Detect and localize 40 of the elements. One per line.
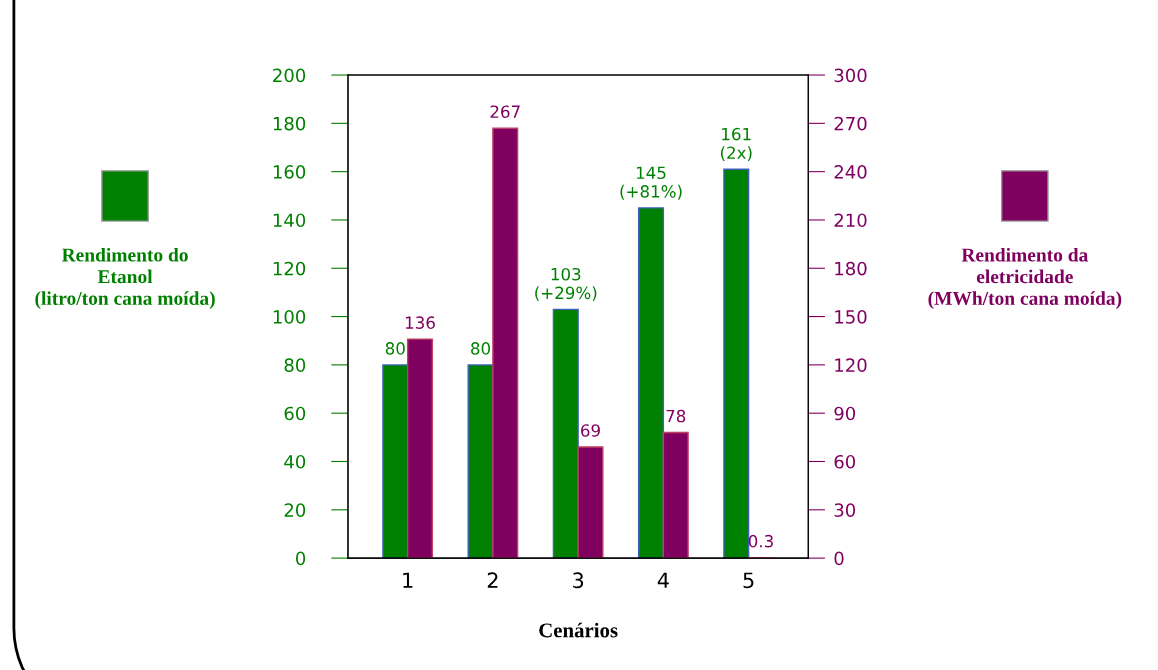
y2-tick-label: 150: [835, 310, 867, 324]
y-tick-label: 0: [296, 551, 306, 566]
y2-tick-label: 270: [834, 116, 867, 131]
data-label: 161 (2x): [720, 127, 752, 162]
x-tick-label: 4: [657, 572, 669, 588]
text: Rendimento da eletricidade (MWh/ton cana moída): [928, 247, 1122, 309]
y-tick-label: 160: [273, 165, 306, 179]
y-tick-label: 80: [284, 358, 306, 372]
x-tick-label: 5: [743, 572, 754, 589]
y2-tick-label: 120: [835, 358, 867, 372]
y-tick-label: 140: [273, 213, 306, 228]
y-tick-label: 60: [284, 406, 306, 421]
y2-tick-label: 180: [835, 261, 867, 276]
x-axis-title: Cenários: [539, 622, 618, 638]
y-tick-label: 100: [273, 310, 306, 324]
text: Rendimento do Etanol (litro/ton cana moída): [35, 247, 215, 309]
y-tick-label: 40: [284, 454, 306, 469]
y2-tick-label: 300: [834, 68, 867, 83]
y-tick-label: 200: [273, 68, 306, 83]
y2-tick-label: 30: [834, 503, 856, 517]
x-tick-label: 2: [487, 572, 498, 588]
data-label: 145 (+81%): [620, 166, 682, 200]
data-label: 136: [405, 316, 435, 329]
y2-tick-label: 210: [834, 213, 867, 228]
x-tick-label: 3: [573, 572, 584, 589]
y2-tick-label: 60: [834, 454, 856, 469]
data-label: 0.3: [748, 534, 773, 548]
y2-tick-label: 240: [834, 165, 867, 179]
data-label: 267: [490, 105, 520, 118]
y2-tick-label: 90: [834, 406, 856, 421]
data-label: 80: [385, 342, 405, 355]
y-tick-label: 180: [273, 116, 306, 131]
y-tick-label: 120: [273, 261, 306, 276]
data-label: 80: [471, 342, 491, 355]
data-label: 103 (+29%): [535, 267, 597, 302]
data-label: 69: [581, 424, 600, 437]
y2-tick-label: 0: [834, 551, 844, 566]
x-tick-label: 1: [403, 572, 413, 588]
data-label: 78: [666, 409, 686, 423]
y-tick-label: 20: [284, 503, 306, 517]
